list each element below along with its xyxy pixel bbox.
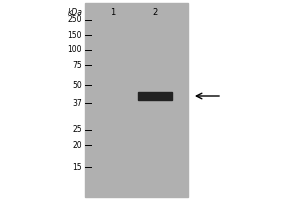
Text: 15: 15 bbox=[72, 162, 82, 171]
Bar bbox=[85, 3, 188, 197]
Text: kDa: kDa bbox=[68, 8, 83, 17]
Text: 50: 50 bbox=[72, 80, 82, 90]
Text: 20: 20 bbox=[72, 140, 82, 150]
Text: 37: 37 bbox=[72, 98, 82, 108]
Text: 75: 75 bbox=[72, 60, 82, 70]
Text: 100: 100 bbox=[68, 46, 82, 54]
Text: 2: 2 bbox=[152, 8, 158, 17]
Text: 1: 1 bbox=[110, 8, 116, 17]
Bar bbox=[138, 92, 172, 100]
Text: 150: 150 bbox=[68, 30, 82, 40]
Text: 250: 250 bbox=[68, 16, 82, 24]
Text: 25: 25 bbox=[72, 126, 82, 134]
